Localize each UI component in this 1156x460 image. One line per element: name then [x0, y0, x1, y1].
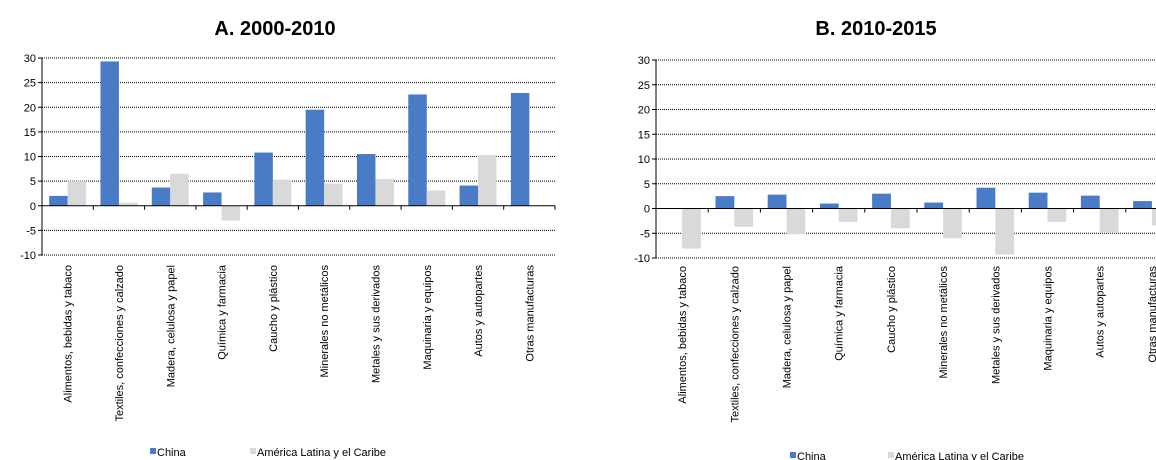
bar-china [459, 185, 479, 206]
y-tick-label: 15 [24, 127, 36, 139]
bar-america-latina [67, 181, 87, 206]
bar-america-latina [734, 208, 754, 227]
y-tick-label: 25 [24, 78, 36, 90]
bar-china [305, 109, 325, 206]
legend-swatch-america-latina [888, 452, 894, 458]
y-tick-label: 30 [24, 53, 36, 65]
y-tick-label: 20 [24, 102, 36, 114]
category-label: Otras manufacturas [1147, 266, 1156, 363]
chart-b-title: B. 2010-2015 [815, 18, 936, 40]
bar-america-latina [118, 202, 138, 206]
bar-china [767, 194, 787, 209]
bar-china [510, 92, 530, 206]
legend-label-china: China [797, 451, 827, 460]
bar-china [924, 202, 944, 209]
bar-china [1080, 195, 1100, 209]
y-tick-label: 5 [30, 176, 36, 188]
bar-china [1028, 192, 1048, 209]
category-label: Minerales no metálicos [319, 265, 331, 378]
bar-america-latina [375, 179, 394, 206]
bar-china [408, 94, 427, 206]
y-tick-label: 0 [30, 201, 36, 213]
category-label: Química y farmacia [834, 265, 846, 361]
y-tick-label: 10 [24, 152, 36, 164]
y-tick-label: -5 [26, 225, 36, 237]
bar-china [976, 187, 996, 209]
y-tick-label: 5 [644, 179, 650, 191]
bar-china [872, 193, 891, 209]
y-tick-label: -10 [20, 250, 36, 262]
bar-china [100, 61, 119, 206]
legend-label-china: China [157, 447, 187, 459]
legend-swatch-china [150, 448, 156, 454]
category-label: Otras manufacturas [524, 265, 536, 362]
chart-a-title: A. 2000-2010 [214, 18, 335, 40]
bar-america-latina [995, 208, 1015, 255]
legend-swatch-america-latina [250, 448, 256, 454]
y-tick-label: 15 [638, 129, 650, 141]
category-label: Alimentos, bebidas y tabaco [63, 265, 75, 403]
y-tick-label: 0 [644, 204, 650, 216]
bar-america-latina [324, 183, 343, 206]
bar-america-latina [1151, 208, 1156, 226]
chart-panel-a: A. 2000-2010 -10 -5 0 5 10 15 20 25 30 Alimentos,… [0, 0, 560, 460]
category-label: Autos y autopartes [473, 265, 485, 357]
y-tick-label: -5 [640, 228, 650, 240]
category-label: Minerales no metálicos [938, 266, 950, 379]
y-tick-label: 20 [638, 105, 650, 117]
y-tick-label: 10 [638, 154, 650, 166]
category-label: Textiles, confecciones y calzado [114, 265, 126, 422]
bar-america-latina [170, 173, 189, 206]
bar-america-latina [478, 155, 497, 206]
bar-america-latina [272, 179, 292, 206]
bar-america-latina [682, 208, 701, 249]
category-label: Metales y sus derivados [370, 265, 382, 383]
category-label: Metales y sus derivados [990, 266, 1002, 384]
bar-china [203, 192, 222, 206]
legend-label-america-latina: América Latina y el Caribe [257, 447, 386, 459]
bar-america-latina [786, 208, 806, 235]
bar-america-latina [221, 205, 241, 221]
chart-panel-b: B. 2010-2015 -10 -5 0 5 10 15 20 25 30 Alimentos,… [578, 0, 1156, 460]
bar-china [715, 196, 735, 209]
category-label: Alimentos, bebidas y tabaco [677, 266, 689, 404]
legend-swatch-china [790, 452, 796, 458]
category-label: Textiles, confecciones y calzado [729, 266, 741, 423]
legend-label-america-latina: América Latina y el Caribe [895, 451, 1024, 460]
category-label: Caucho y plástico [268, 265, 280, 352]
category-label: Autos y autopartes [1095, 266, 1107, 358]
category-label: Madera, celulosa y papel [165, 265, 177, 387]
bar-america-latina [426, 190, 446, 206]
category-label: Química y farmacia [217, 264, 229, 360]
category-label: Madera, celulosa y papel [782, 266, 794, 388]
chart-b-svg: B. 2010-2015 -10 -5 0 5 10 15 20 25 30 Alimentos,… [634, 18, 1156, 460]
bar-china [151, 187, 171, 206]
category-label: Maquinaria y equipos [422, 265, 434, 370]
bar-china [1133, 201, 1152, 209]
bar-china [819, 203, 839, 209]
bar-america-latina [890, 208, 910, 229]
bar-america-latina [1099, 208, 1119, 233]
category-label: Caucho y plástico [886, 266, 898, 353]
bar-china [254, 152, 273, 206]
bar-china [356, 154, 376, 206]
chart-a-svg: A. 2000-2010 -10 -5 0 5 10 15 20 25 30 Alimentos,… [20, 18, 556, 459]
bar-america-latina [1047, 208, 1067, 222]
bar-america-latina [838, 208, 858, 222]
bar-america-latina [943, 208, 962, 239]
y-tick-label: 30 [638, 55, 650, 67]
bar-china [49, 195, 68, 206]
category-label: Maquinaria y equipos [1043, 266, 1055, 371]
y-tick-label: 25 [638, 80, 650, 92]
y-tick-label: -10 [634, 253, 650, 265]
